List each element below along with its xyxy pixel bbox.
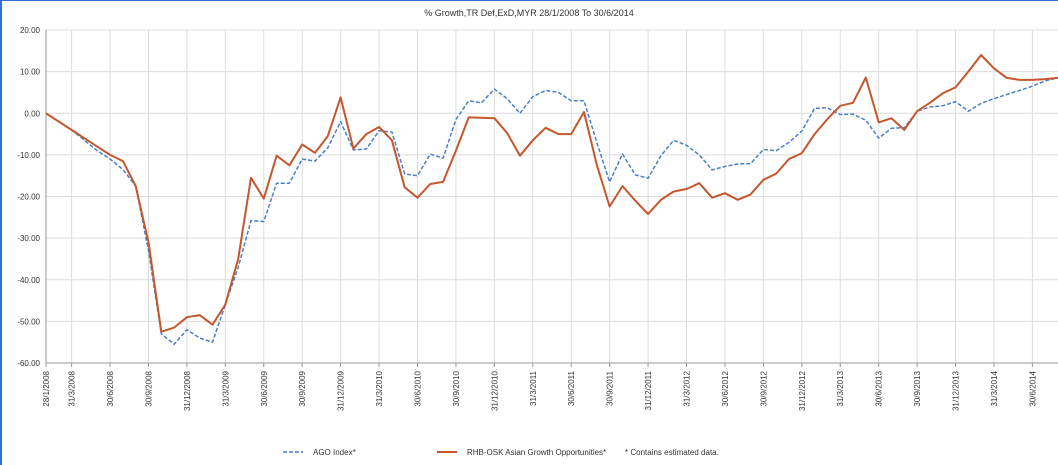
x-tick-label: 31/3/2008: [68, 370, 77, 406]
grid-lines: [45, 29, 1058, 364]
y-tick-label: 10.00: [20, 68, 41, 77]
x-tick-label: 31/3/2012: [683, 370, 692, 406]
legend-label-rhb-osk: RHB-OSK Asian Growth Opportunities*: [467, 448, 606, 457]
x-tick-label: 31/3/2010: [375, 370, 384, 406]
legend-note-estimated: * Contains estimated data.: [625, 448, 719, 457]
x-tick-label: 30/9/2012: [759, 370, 768, 406]
x-tick-label: 31/3/2013: [836, 370, 845, 406]
x-tick-label: 30/6/2009: [260, 370, 269, 406]
y-tick-label: -40.00: [17, 276, 40, 285]
x-tick-label: 31/12/2013: [952, 370, 961, 411]
x-tick-label: 30/6/2013: [875, 370, 884, 406]
y-tick-label: -10.00: [17, 151, 40, 160]
x-tick-label: 30/9/2010: [452, 370, 461, 406]
x-tick-label: 30/6/2011: [567, 370, 576, 406]
x-tick-label: 30/9/2011: [606, 370, 615, 406]
x-tick-label: 31/3/2014: [990, 370, 999, 406]
x-axis: 28/1/2008 31/3/2008 30/6/2008 30/9/2008 31/1…: [42, 362, 1058, 411]
x-tick-label: 30/6/2010: [413, 370, 422, 406]
x-tick-label: 30/6/2012: [721, 370, 730, 406]
x-tick-label: 31/3/2009: [221, 370, 230, 406]
x-tick-label: 31/12/2012: [798, 370, 807, 411]
chart-title: % Growth,TR Def,ExD,MYR 28/1/2008 To 30/…: [424, 8, 633, 18]
series-line-ago-index: [45, 77, 1058, 346]
x-tick-label: 30/6/2008: [106, 370, 115, 406]
legend: AGO Index* RHB-OSK Asian Growth Opportun…: [283, 448, 719, 457]
series-line-rhb-osk: [45, 54, 1058, 333]
x-tick-label: 31/3/2011: [529, 370, 538, 406]
y-tick-label: -30.00: [17, 234, 40, 243]
x-tick-label: 31/12/2010: [490, 370, 499, 411]
x-tick-label: 30/9/2009: [298, 370, 307, 406]
x-tick-label: 30/9/2008: [144, 370, 153, 406]
x-tick-label: 31/12/2008: [183, 370, 192, 411]
x-tick-label: 31/12/2011: [644, 370, 653, 410]
y-tick-label: -50.00: [17, 317, 40, 326]
y-tick-label: 0.00: [24, 109, 40, 118]
y-tick-label: 20.00: [20, 26, 41, 35]
y-tick-label: -60.00: [17, 359, 40, 368]
y-axis: 20.00 10.00 0.00 -10.00 -20.00 -30.00 -40.00 -5…: [17, 26, 47, 368]
y-tick-label: -20.00: [17, 193, 40, 202]
x-tick-label: 30/6/2014: [1028, 370, 1037, 406]
x-tick-label: 31/12/2009: [337, 370, 346, 411]
x-tick-label: 30/9/2013: [913, 370, 922, 406]
series-lines: [45, 54, 1058, 346]
legend-label-ago-index: AGO Index*: [313, 448, 356, 457]
x-tick-label: 28/1/2008: [42, 370, 51, 406]
